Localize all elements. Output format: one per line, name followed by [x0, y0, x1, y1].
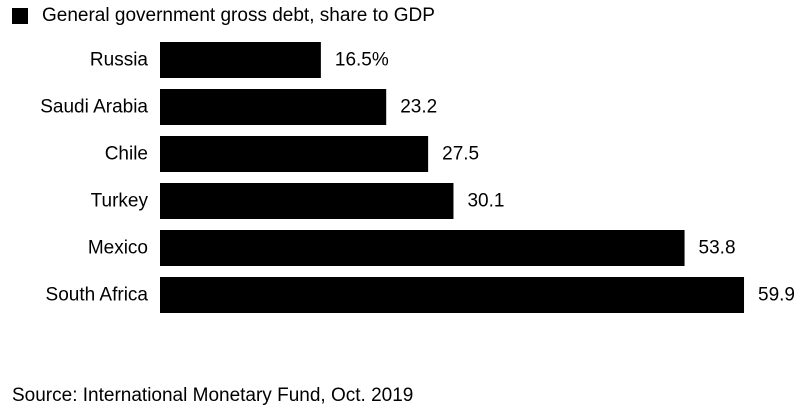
value-label: 16.5%: [335, 50, 389, 71]
bar: [160, 183, 454, 219]
value-label: 30.1: [467, 191, 504, 212]
bar: [160, 89, 387, 125]
category-label: Mexico: [88, 238, 148, 259]
bar: [160, 277, 745, 313]
legend-label: General government gross debt, share to …: [42, 5, 435, 26]
value-label: 23.2: [400, 97, 437, 118]
value-label: 53.8: [699, 238, 736, 259]
value-label: 59.9: [758, 285, 795, 306]
category-label: Saudi Arabia: [40, 97, 148, 118]
category-label: South Africa: [46, 285, 149, 306]
bar: [160, 42, 321, 78]
bar: [160, 136, 429, 172]
legend-swatch: [12, 8, 28, 24]
category-label: Russia: [90, 50, 149, 71]
bar-chart-svg: Russia 16.5% Saudi Arabia 23.2 Chile 27.5 Turk…: [40, 42, 795, 313]
source-note: Source: International Monetary Fund, Oct…: [12, 385, 414, 406]
category-label: Turkey: [91, 191, 149, 212]
value-label: 27.5: [442, 144, 479, 165]
category-label: Chile: [105, 144, 148, 165]
bar: [160, 230, 685, 266]
